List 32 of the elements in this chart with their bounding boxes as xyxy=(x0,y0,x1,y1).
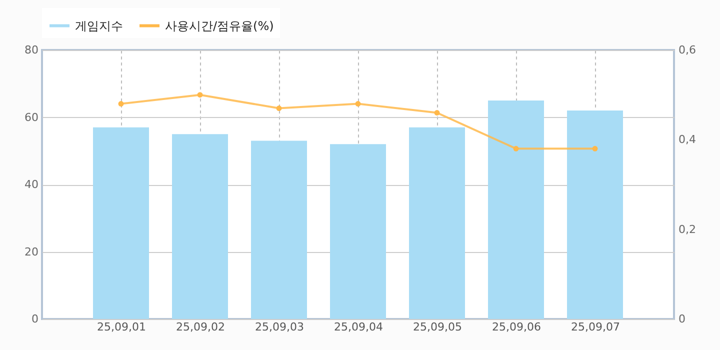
x-tick-label: 25,09,04 xyxy=(334,320,383,334)
x-tick-label: 25,09,06 xyxy=(492,320,541,334)
point xyxy=(434,110,440,116)
legend-label: 사용시간/점유율(%) xyxy=(165,18,274,33)
x-tick-label: 25,09,07 xyxy=(571,320,620,334)
y2-tick-label: 0,6 xyxy=(678,44,696,56)
point xyxy=(276,106,282,112)
y2-tick-label: 0 xyxy=(678,312,686,326)
bar xyxy=(330,144,386,319)
point xyxy=(197,92,203,98)
bar xyxy=(488,100,544,319)
x-tick-label: 25,09,05 xyxy=(413,320,462,334)
bar xyxy=(567,110,623,319)
legend-label: 게임지수 xyxy=(75,18,123,33)
y-tick-label: 60 xyxy=(24,110,38,124)
x-tick-label: 25,09,03 xyxy=(255,320,304,334)
y2-tick-label: 0,2 xyxy=(678,222,696,236)
x-tick-label: 25,09,01 xyxy=(97,320,146,334)
x-tick-label: 25,09,02 xyxy=(176,320,225,334)
bar xyxy=(251,140,307,319)
y-tick-label: 40 xyxy=(24,178,38,191)
y2-tick-label: 0,4 xyxy=(678,133,696,146)
y-tick-label: 0 xyxy=(32,312,38,326)
point xyxy=(355,101,361,107)
y-tick-label: 20 xyxy=(24,245,38,258)
bar xyxy=(93,127,149,319)
point xyxy=(118,101,124,107)
y-tick-label: 80 xyxy=(24,44,38,56)
bar xyxy=(409,127,465,319)
bar xyxy=(172,134,228,319)
point xyxy=(592,146,598,152)
point xyxy=(513,146,519,152)
